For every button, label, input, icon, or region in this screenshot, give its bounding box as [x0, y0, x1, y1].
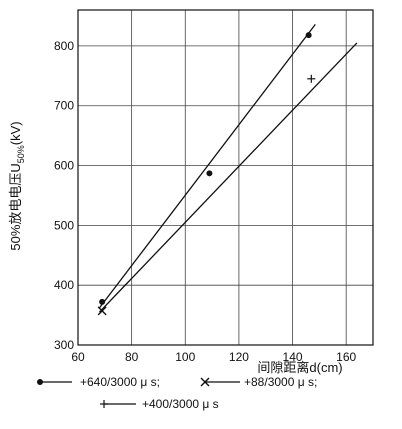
y-tick-label-500: 500 — [54, 218, 74, 232]
y-axis-label-prefix: 50%放电电压U — [8, 163, 23, 250]
x-tick-label-160: 160 — [336, 350, 356, 364]
y-axis-label-suffix: (kV) — [8, 121, 23, 145]
legend-marker-3 — [100, 400, 108, 408]
grid — [78, 10, 373, 346]
data-point-s1-1 — [99, 298, 106, 305]
x-tick-label-60: 60 — [71, 350, 85, 364]
x-tick-label-140: 140 — [283, 350, 303, 364]
legend-item-2: +88/3000 μ s; — [200, 375, 317, 389]
y-tick-label-700: 700 — [54, 99, 74, 113]
y-axis-label-subscript: 50% — [16, 145, 26, 163]
legend-label-3: +400/3000 μ s — [142, 397, 219, 411]
y-tick-label-400: 400 — [54, 278, 74, 292]
legend-item-1: +640/3000 μ s; — [37, 375, 160, 389]
axes — [77, 9, 374, 346]
plot-frame — [77, 9, 374, 346]
fit-line-2 — [98, 42, 358, 313]
data-point-s1-3 — [305, 32, 312, 39]
data-point-s3-1 — [307, 74, 316, 83]
legend-label-2: +88/3000 μ s; — [244, 375, 317, 389]
legend-label-1: +640/3000 μ s; — [80, 375, 160, 389]
x-tick-label-100: 100 — [175, 350, 195, 364]
x-axis-label: 间隙距离d(cm) — [257, 360, 342, 375]
data-points — [97, 32, 316, 316]
x-tick-label-120: 120 — [229, 350, 249, 364]
x-tick-label-80: 80 — [125, 350, 139, 364]
y-axis-label: 50%放电电压U50%(kV) — [8, 121, 26, 250]
data-point-s2-1-stroke-2 — [97, 306, 107, 316]
legend-item-3: +400/3000 μ s — [100, 397, 219, 411]
y-tick-label-300: 300 — [54, 338, 74, 352]
y-tick-label-600: 600 — [54, 159, 74, 173]
data-point-s2-1 — [97, 306, 107, 316]
y-tick-label-800: 800 — [54, 39, 74, 53]
fit-line-1 — [98, 23, 316, 309]
legend: +640/3000 μ s; +88/3000 μ s; +400/3000 μ s — [37, 375, 317, 411]
legend-marker-1 — [37, 379, 43, 385]
fit-lines — [98, 23, 358, 313]
legend-marker-2-stroke-2 — [200, 377, 210, 387]
legend-marker-2 — [200, 377, 210, 387]
data-point-s1-2 — [206, 170, 213, 177]
tick-labels: 60 80 100 120 140 160 300 400 500 600 700 800 — [54, 39, 357, 364]
